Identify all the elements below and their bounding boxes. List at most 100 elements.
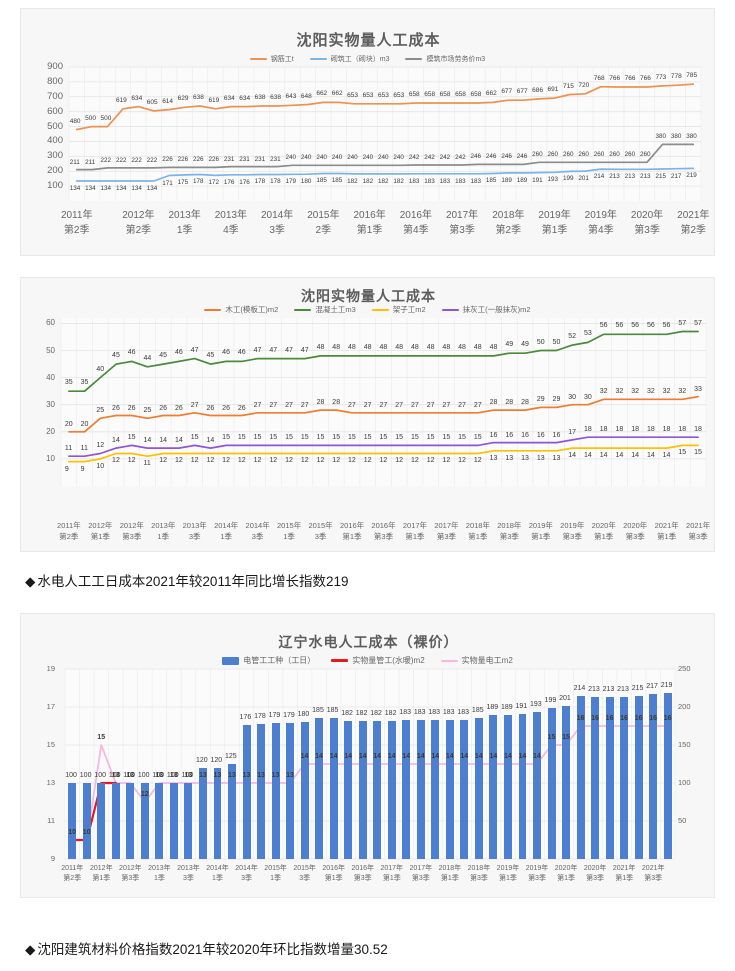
- chart2-plot-area: [61, 318, 706, 486]
- x-tick-label: 2011年 第2季: [57, 521, 81, 541]
- data-label-purple: 15: [442, 434, 451, 442]
- x-tick-label: 2018年 第3季: [497, 521, 522, 541]
- legend-item-shiwuliang-guangong[interactable]: 实物量管工(水暖)m2: [331, 655, 425, 666]
- bar-value-label: 185: [326, 707, 339, 715]
- x-tick-label: 2013年 3季: [182, 521, 207, 541]
- data-label-green: 35: [64, 379, 73, 387]
- data-label-green: 45: [112, 352, 120, 360]
- bar: [474, 718, 483, 859]
- data-label-yellow: 14: [568, 452, 577, 460]
- bar: [358, 720, 367, 859]
- data-label-yellow: 13: [552, 454, 561, 462]
- data-label-orange: 27: [190, 401, 199, 409]
- data-label-yellow: 12: [426, 457, 435, 465]
- data-label-blue: 215: [655, 172, 666, 180]
- data-label-pink: 13: [198, 772, 207, 779]
- data-label-purple: 15: [285, 434, 293, 442]
- x-tick-label: 2012年 第3季: [119, 865, 142, 883]
- data-label-gray: 222: [146, 156, 158, 164]
- data-label-blue: 193: [547, 176, 559, 184]
- data-label-gray: 211: [69, 158, 80, 166]
- legend-item-mozhu[interactable]: 模筑市场劳务价m3: [405, 54, 485, 64]
- data-label-pink: 14: [533, 753, 541, 760]
- data-label-green: 48: [363, 343, 372, 351]
- y-tick-label: 30: [46, 399, 55, 409]
- bar-value-label: 100: [181, 772, 194, 779]
- legend-item-diangaungong[interactable]: 电管工工种（工日）: [222, 655, 315, 666]
- bar: [373, 720, 382, 859]
- data-label-blue: 176: [223, 178, 235, 186]
- data-label-purple: 15: [348, 434, 356, 442]
- legend-item-hunningtu[interactable]: 混凝土工m3: [294, 304, 356, 315]
- data-label-blue: 134: [85, 185, 96, 193]
- data-label-green: 46: [237, 349, 246, 357]
- x-tick-label: 2013年 1季: [148, 865, 171, 883]
- data-label-orange: 785: [686, 72, 698, 80]
- data-label-gray: 380: [686, 133, 697, 141]
- data-label-gray: 226: [162, 156, 173, 164]
- data-label-pink: 14: [300, 753, 309, 760]
- data-label-pink: 16: [663, 715, 672, 722]
- x-tick-label: 2016年 第1季: [322, 865, 345, 883]
- data-label-purple: 15: [316, 434, 325, 442]
- data-label-orange: 773: [655, 73, 667, 81]
- data-label-gray: 222: [131, 156, 142, 164]
- data-label-purple: 18: [646, 426, 655, 434]
- data-label-orange: 643: [285, 93, 297, 101]
- legend-item-shiwuliang-diangong[interactable]: 实物量电工m2: [440, 655, 513, 666]
- x-tick-label: 2020年 第3季: [623, 521, 648, 541]
- data-label-yellow: 14: [662, 452, 671, 460]
- bar: [300, 722, 309, 859]
- legend-item-gangjingong[interactable]: 钢筋工t: [249, 54, 294, 64]
- data-label-green: 35: [80, 379, 89, 387]
- data-label-blue: 191: [532, 176, 543, 184]
- bar-value-label: 189: [486, 704, 499, 712]
- legend-item-jiazigong[interactable]: 架子工m2: [371, 304, 426, 315]
- data-label-yellow: 12: [442, 457, 451, 465]
- data-label-blue: 134: [115, 185, 127, 193]
- x-tick-label: 2014年 1季: [214, 521, 239, 541]
- data-label-yellow: 12: [285, 457, 293, 465]
- y-tick-label: 600: [47, 105, 63, 117]
- data-label-green: 50: [552, 338, 561, 346]
- data-label-orange: 27: [253, 401, 262, 409]
- data-label-blue: 134: [69, 185, 81, 193]
- x-tick-label: 2011年 第2季: [61, 865, 84, 883]
- legend-label: 电管工工种（工日）: [243, 656, 316, 665]
- data-label-green: 56: [599, 322, 608, 330]
- bar-value-label: 100: [166, 772, 179, 779]
- bar: [97, 783, 106, 859]
- data-label-purple: 17: [568, 428, 577, 436]
- x-tick-label: 2021年 第1季: [612, 865, 636, 883]
- data-label-blue: 217: [670, 172, 682, 180]
- x-tick-label: 2021年 第3季: [641, 865, 665, 883]
- data-label-purple: 14: [112, 437, 120, 445]
- legend-item-mohuigong[interactable]: 抹灰工(一般抹灰)m2: [441, 304, 531, 315]
- data-label-gray: 260: [609, 151, 620, 159]
- bar: [169, 783, 178, 859]
- legend-item-qizhugong[interactable]: 砌筑工（砌块）m3: [309, 54, 389, 64]
- note-line-1: ◆ 水电人工工日成本2021年较2011年同比增长指数219: [25, 570, 348, 590]
- data-label-yellow: 12: [348, 457, 356, 465]
- data-label-gray: 380: [655, 133, 666, 141]
- y-tick-label: 700: [47, 90, 63, 102]
- data-label-orange: 28: [332, 399, 341, 407]
- legend-label: 抹灰工(一般抹灰)m2: [462, 305, 531, 314]
- x-tick-label: 2014年 3季: [235, 865, 258, 883]
- legend-item-mugong[interactable]: 木工(模板工)m2: [204, 304, 278, 315]
- x-tick-label: 2012年 第3季: [119, 521, 144, 541]
- chart3-svg: [64, 668, 676, 860]
- x-tick-label: 2013年 4季: [214, 210, 247, 236]
- chart-card-3: 辽宁水电人工成本（裸价） 电管工工种（工日） 实物量管工(水暖)m2 实物量电工…: [20, 613, 715, 898]
- data-label-green: 47: [269, 346, 278, 354]
- x-tick-label: 2014年 3季: [245, 521, 270, 541]
- legend-label: 实物量电工m2: [461, 656, 513, 665]
- data-label-green: 49: [521, 341, 529, 349]
- legend-swatch-line-yellow: [371, 308, 389, 311]
- bar: [286, 722, 295, 859]
- bar-value-label: 100: [123, 772, 136, 779]
- data-label-green: 48: [379, 343, 388, 351]
- y-tick-label: 800: [47, 75, 63, 87]
- bar: [257, 723, 266, 859]
- bar: [126, 783, 135, 859]
